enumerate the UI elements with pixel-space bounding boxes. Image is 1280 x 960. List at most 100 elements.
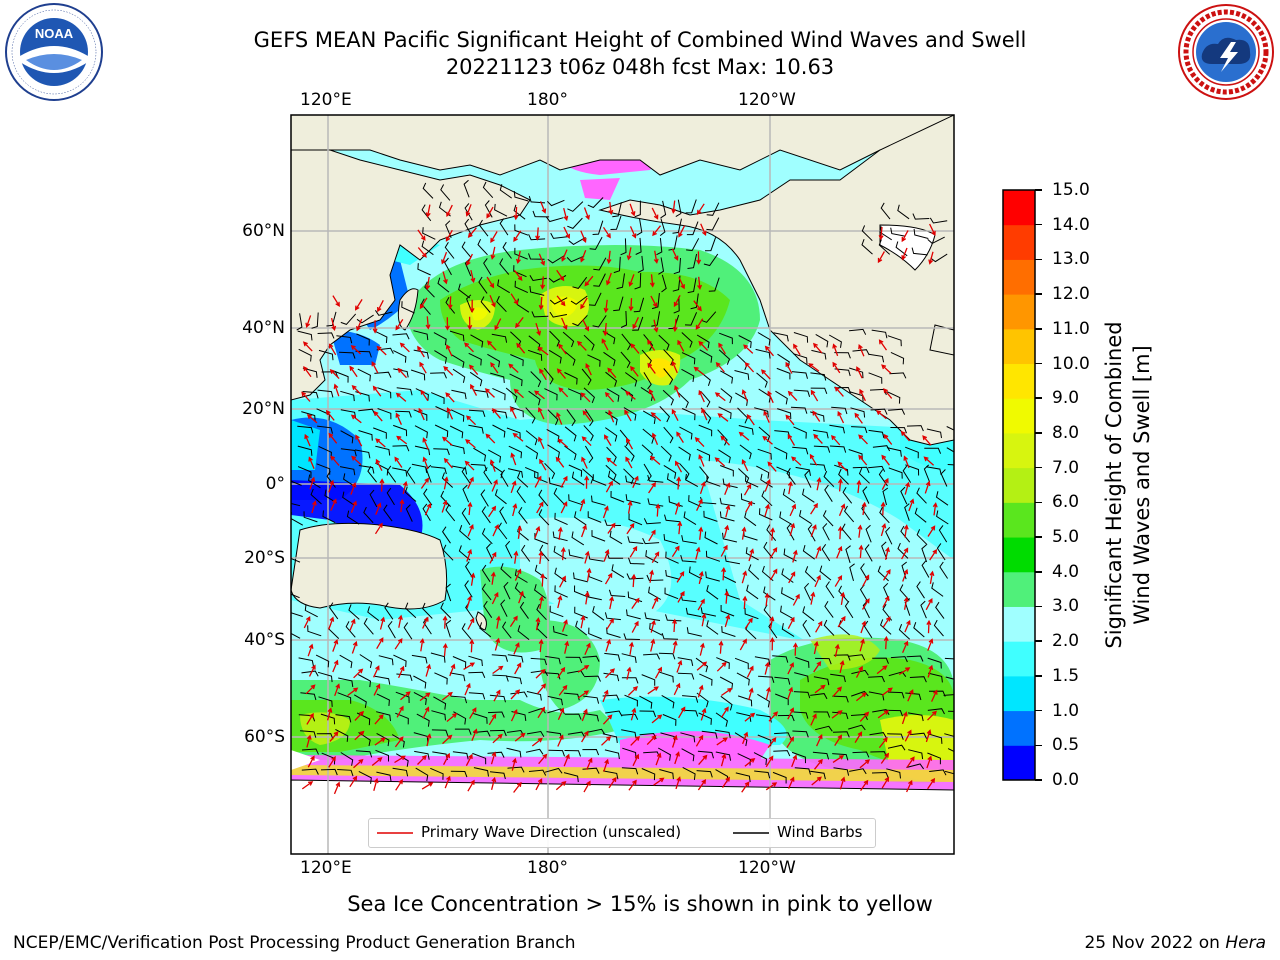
wind-barb: [605, 371, 618, 387]
wave-direction-arrow: [466, 548, 473, 562]
wave-direction-arrow: [674, 385, 681, 398]
wind-barb: [849, 563, 855, 582]
wave-direction-arrow: [580, 250, 587, 263]
wind-barb: [658, 334, 670, 351]
wind-barb: [825, 581, 835, 599]
wave-direction-arrow: [510, 708, 518, 722]
wave-direction-arrow: [513, 642, 520, 655]
wind-barb: [553, 545, 567, 560]
wave-direction-arrow: [764, 479, 771, 492]
wind-barb: [340, 430, 354, 444]
wave-direction-arrow: [724, 614, 731, 628]
wave-direction-arrow: [373, 683, 381, 696]
wind-barb: [458, 545, 471, 561]
wind-barb: [793, 426, 807, 439]
wind-barb: [921, 560, 930, 578]
wind-barb: [301, 411, 316, 422]
wave-direction-arrow: [419, 638, 425, 652]
wave-direction-arrow: [377, 300, 384, 313]
wave-direction-arrow: [720, 435, 730, 446]
wind-barb: [621, 729, 637, 739]
wave-direction-arrow: [860, 620, 867, 634]
wind-barb: [548, 477, 564, 488]
north-america-land: [598, 115, 954, 446]
wave-direction-arrow: [419, 297, 428, 310]
wave-direction-arrow: [630, 365, 639, 377]
wave-direction-arrow: [465, 439, 476, 449]
wave-direction-arrow: [422, 616, 429, 629]
wind-barb: [519, 601, 529, 619]
wind-barb: [473, 767, 489, 777]
wave-direction-arrow: [697, 778, 707, 791]
wind-barb: [621, 333, 632, 351]
wave-direction-arrow: [877, 710, 890, 719]
colorbar-tick-mark: [1035, 709, 1042, 712]
wind-barb: [356, 712, 371, 726]
wave-direction-arrow: [839, 776, 846, 790]
wind-barb: [754, 770, 771, 779]
wind-barb: [464, 203, 473, 221]
wave-direction-arrow: [538, 436, 545, 449]
wave-direction-arrow: [880, 752, 890, 764]
wind-barb: [444, 242, 455, 259]
wind-barb: [525, 466, 539, 479]
wave-direction-arrow: [649, 569, 655, 583]
wind-barb: [830, 673, 846, 683]
wind-barb: [393, 654, 407, 668]
wind-barb: [509, 373, 523, 387]
wave-direction-arrow: [832, 755, 845, 763]
wave-direction-arrow: [351, 385, 362, 395]
wind-barb: [647, 474, 664, 483]
wind-barb: [686, 627, 702, 637]
wind-barb: [656, 238, 663, 256]
wind-barb: [440, 184, 451, 201]
wind-barb: [758, 508, 773, 521]
lon-label-top-180: 180°: [527, 90, 568, 110]
wave-direction-arrow: [881, 477, 889, 490]
wave-direction-arrow: [927, 525, 936, 537]
wave-direction-arrow: [674, 501, 681, 515]
wave-direction-arrow: [394, 638, 403, 650]
wind-barb: [605, 464, 617, 481]
wave-direction-arrow: [854, 412, 863, 424]
wind-barb: [514, 224, 529, 236]
wave-direction-arrow: [354, 730, 365, 741]
wind-barb: [584, 409, 594, 427]
wind-barb: [824, 601, 834, 618]
wave-direction-arrow: [601, 736, 612, 746]
wave-direction-arrow: [605, 638, 612, 652]
wave-direction-arrow: [763, 410, 770, 423]
wave-direction-arrow: [671, 734, 678, 748]
wave-direction-arrow: [400, 691, 411, 701]
wind-barb: [375, 445, 391, 456]
wave-direction-arrow: [725, 504, 731, 518]
wind-barb: [831, 406, 848, 415]
wind-barb: [872, 657, 889, 664]
wave-direction-arrow: [765, 782, 778, 791]
wind-barb: [563, 350, 576, 366]
wind-barb: [734, 370, 750, 380]
wind-barb: [453, 711, 467, 725]
wind-barb: [734, 657, 749, 670]
wind-barb: [422, 182, 434, 199]
wind-barb: [672, 275, 681, 292]
wave-direction-arrow: [584, 642, 591, 656]
wind-barb: [715, 729, 731, 739]
wind-barb: [815, 657, 832, 665]
wind-barb: [571, 531, 585, 546]
wave-direction-arrow: [538, 253, 546, 266]
wind-barb: [613, 256, 621, 274]
wind-barb: [610, 490, 625, 503]
wave-direction-arrow: [647, 362, 656, 374]
wind-barb: [353, 694, 367, 708]
wind-barb: [791, 371, 808, 379]
wind-barb: [900, 525, 911, 543]
wave-direction-arrow: [399, 342, 410, 353]
wind-barb: [473, 713, 488, 724]
wind-barb: [552, 531, 568, 542]
wind-barb: [490, 372, 505, 383]
lat-label-60n: 60°N: [242, 221, 285, 241]
wave-direction-arrow: [718, 640, 724, 654]
wave-direction-arrow: [326, 707, 333, 721]
wave-direction-arrow: [508, 363, 519, 373]
